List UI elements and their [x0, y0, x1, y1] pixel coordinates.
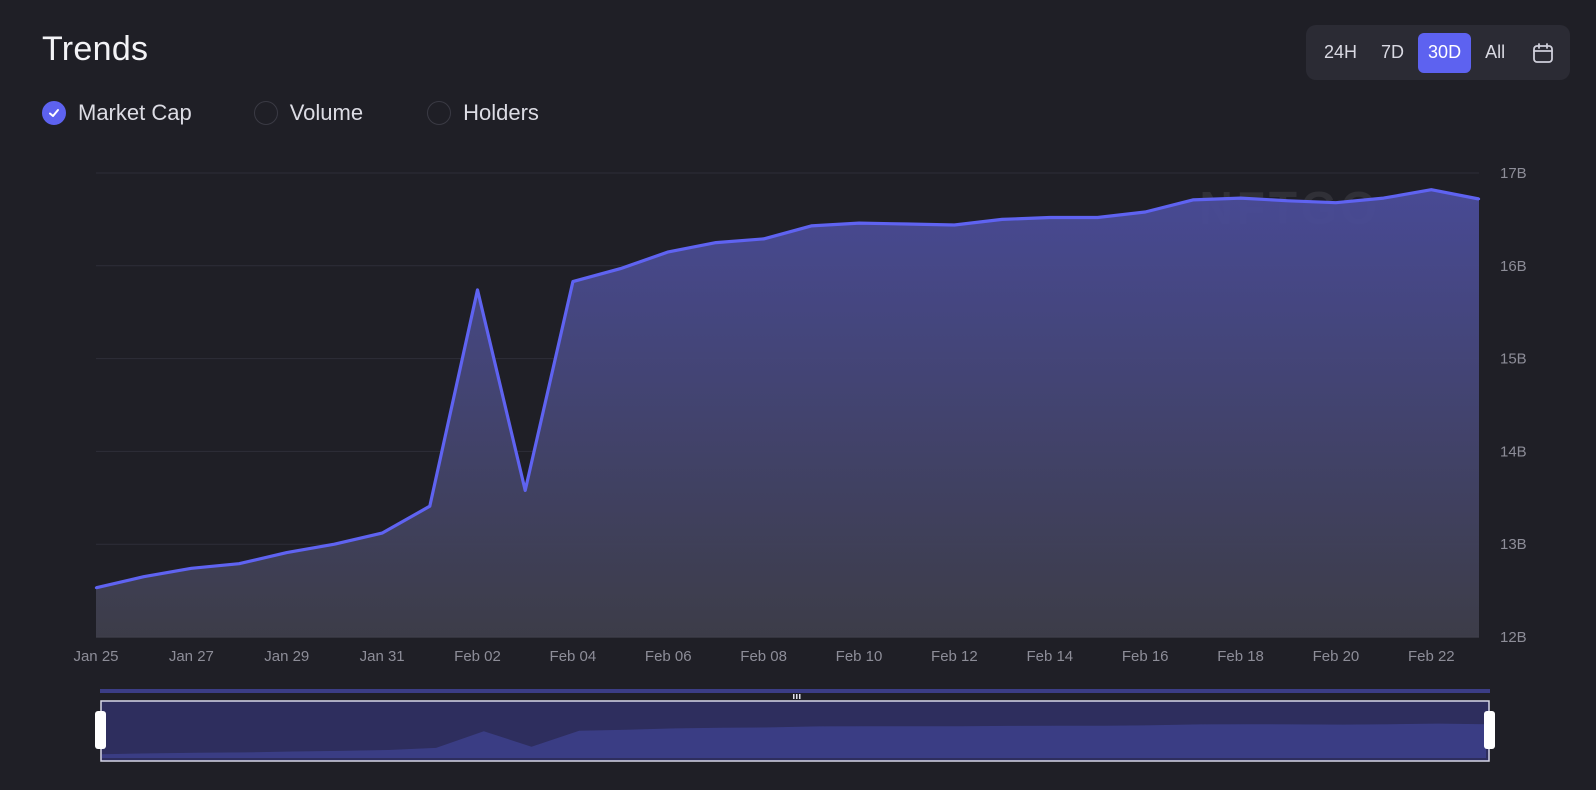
data-point — [428, 504, 432, 508]
data-point — [1239, 196, 1242, 200]
legend-volume[interactable]: Volume — [253, 100, 364, 126]
x-tick-label: Feb 18 — [1217, 648, 1264, 665]
page-title: Trends — [42, 30, 149, 68]
x-tick-label: Feb 12 — [931, 648, 978, 665]
range-7d-button[interactable]: 7D — [1381, 42, 1405, 62]
y-tick-label: 12B — [1500, 629, 1527, 646]
range-30d-button[interactable]: 30D — [1418, 32, 1472, 73]
data-point — [1430, 188, 1433, 191]
x-tick-label: Feb 02 — [454, 648, 501, 665]
data-point — [380, 531, 384, 535]
range-navigator[interactable] — [0, 680, 1596, 780]
x-tick-label: Jan 25 — [73, 648, 118, 665]
time-range-selector: 24H 7D 30D All — [1306, 25, 1570, 80]
legend-label: Holders — [463, 100, 539, 125]
data-point — [1143, 210, 1147, 214]
y-tick-label: 13B — [1500, 536, 1527, 553]
data-point — [1287, 199, 1290, 203]
data-point — [1382, 196, 1385, 200]
x-tick-label: Feb 22 — [1408, 648, 1455, 665]
x-tick-label: Jan 27 — [169, 648, 214, 665]
data-point — [524, 489, 527, 492]
data-point — [1334, 201, 1338, 204]
x-tick-label: Jan 29 — [264, 648, 309, 665]
data-point — [190, 567, 193, 570]
navigator-right-handle[interactable] — [1484, 711, 1495, 749]
x-tick-label: Feb 06 — [645, 648, 692, 665]
data-point — [333, 543, 336, 546]
calendar-button[interactable] — [1523, 33, 1562, 73]
legend-label: Volume — [289, 100, 364, 125]
x-tick-label: Feb 20 — [1313, 648, 1360, 665]
data-point — [285, 551, 288, 554]
data-point — [1048, 216, 1051, 219]
legend-holders[interactable]: Holders — [427, 100, 539, 126]
x-tick-label: Feb 16 — [1122, 648, 1169, 665]
data-point — [714, 241, 718, 244]
data-point — [1191, 198, 1195, 202]
navigator-preview-area — [102, 723, 1486, 758]
metric-legend: Market Cap Volume Holders — [42, 96, 605, 130]
x-tick-label: Feb 10 — [836, 648, 883, 665]
market-cap-line — [95, 188, 1480, 590]
data-point — [810, 224, 813, 228]
data-point — [571, 280, 575, 283]
data-point — [667, 250, 670, 254]
market-cap-area — [96, 189, 1479, 637]
data-point — [1477, 197, 1481, 201]
data-point — [476, 288, 479, 292]
radio-icon — [427, 101, 452, 125]
data-point — [762, 237, 765, 241]
x-tick-label: Feb 08 — [740, 648, 787, 665]
data-point — [619, 267, 622, 270]
data-point — [905, 222, 908, 226]
data-point — [953, 223, 956, 227]
range-24h-button[interactable]: 24H — [1324, 42, 1358, 62]
data-point — [142, 575, 145, 578]
calendar-icon — [1532, 42, 1553, 63]
check-icon — [42, 101, 66, 125]
data-point — [857, 221, 861, 225]
navigator-track — [100, 689, 1490, 693]
x-tick-label: Feb 04 — [550, 648, 597, 665]
navigator-grip-icon — [793, 694, 801, 699]
y-tick-label: 17B — [1500, 165, 1527, 182]
data-point — [94, 586, 98, 590]
data-point — [1000, 218, 1004, 221]
y-tick-label: 15B — [1500, 351, 1527, 368]
data-point — [237, 562, 241, 565]
data-point — [1096, 216, 1099, 219]
y-tick-label: 14B — [1500, 443, 1527, 460]
legend-label: Market Cap — [78, 100, 192, 125]
y-tick-label: 16B — [1500, 258, 1527, 275]
x-tick-label: Feb 14 — [1026, 648, 1073, 665]
legend-market-cap[interactable]: Market Cap — [42, 100, 192, 126]
radio-icon — [253, 101, 278, 125]
range-all-button[interactable]: All — [1485, 42, 1506, 62]
navigator-left-handle[interactable] — [95, 711, 106, 749]
x-tick-label: Jan 31 — [360, 648, 405, 665]
